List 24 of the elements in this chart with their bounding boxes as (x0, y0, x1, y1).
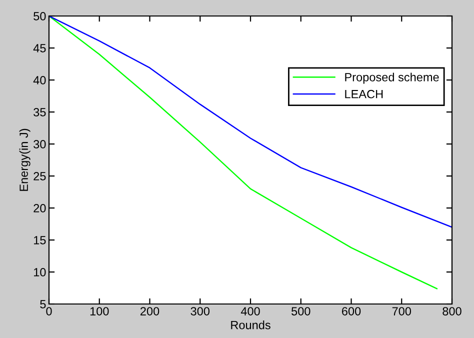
line-series (49, 16, 438, 290)
y-tick-label: 5 (40, 300, 46, 308)
x-tick-label: 700 (392, 307, 412, 316)
x-axis-title: Rounds (231, 320, 270, 330)
x-tick-label: 600 (342, 307, 361, 316)
y-tick-label: 10 (34, 268, 46, 276)
x-tick-label: 300 (190, 307, 210, 316)
y-tick-label: 15 (34, 236, 46, 244)
x-tick-label: 800 (442, 307, 462, 316)
legend-label: Proposed scheme (345, 72, 439, 84)
x-tick-label: 100 (90, 307, 109, 316)
y-axis-title: Energy(in J) (19, 128, 30, 191)
y-tick-label: 25 (34, 172, 46, 180)
legend-label: LEACH (345, 90, 383, 98)
y-tick-label: 45 (33, 44, 46, 52)
x-tick-label: 400 (240, 307, 260, 316)
x-tick-label: 500 (292, 307, 310, 316)
y-tick-label: 30 (34, 140, 46, 148)
x-tick-label: 0 (46, 307, 52, 316)
x-tick-label: 200 (140, 307, 160, 316)
y-tick-label: 20 (34, 204, 46, 212)
y-tick-label: 50 (34, 12, 46, 20)
y-tick-label: 40 (33, 76, 46, 84)
y-tick-label: 35 (34, 108, 46, 116)
